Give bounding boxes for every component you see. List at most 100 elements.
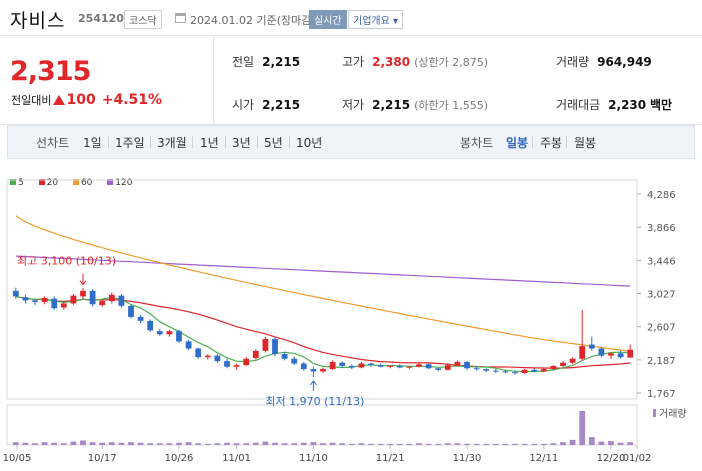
tab-weekly[interactable]: 주봉 [540,136,563,150]
volume-bar [483,443,490,445]
volume-bar [425,443,432,445]
volume-bar [416,443,422,445]
volume-bar [454,443,461,445]
tab-10y[interactable]: 10년 [296,136,323,150]
candle-body [185,341,192,349]
candle-body [502,371,509,373]
candle-body [521,369,528,374]
candle-body [435,368,442,370]
tab-1y[interactable]: 1년 [200,136,219,150]
volume-bar [492,443,499,445]
candle-body [41,297,48,302]
y-tick-label: 2,607 [647,323,676,334]
candle-body [377,365,384,367]
tab-monthly[interactable]: 월봉 [574,136,597,150]
x-tick-label: 11/01 [222,453,251,464]
candle-body [224,361,230,367]
line-chart-label: 선차트 [36,136,70,150]
candle-body [233,365,240,367]
chart-period-bar: 선차트 1일 1주일 3개월 1년 3년 5년 10년 봉차트 일봉 주봉 월봉 [7,125,695,159]
stock-header: 자비스 254120 코스닥 2024.01.02 기준(장마감) 실시간 기업… [0,0,702,36]
y-tick-label: 3,027 [647,289,676,300]
tab-3y[interactable]: 3년 [232,136,251,150]
volume-bar [473,443,480,445]
candle-body [291,358,298,364]
candle-body [444,365,451,370]
high-price: 고가 2,380 (상한가 2,875) [342,55,488,69]
tab-1d[interactable]: 1일 [83,136,102,150]
candle-body [627,349,634,358]
x-tick-label: 01/02 [623,453,652,464]
volume-bar [22,442,29,445]
stock-code: 254120 [78,12,124,25]
candle-body [310,369,317,372]
tab-1w[interactable]: 1주일 [115,136,145,150]
candle-body [617,353,624,358]
volume-bar [32,443,38,445]
low-arrow-head [310,380,317,386]
volume-bar [329,442,336,445]
ma60-line [15,215,631,352]
volume-bar [118,442,125,445]
ma-legend-120: 120 [107,178,138,188]
tab-5y[interactable]: 5년 [264,136,283,150]
candle-body [252,350,259,359]
volume-bar [588,437,595,445]
volume-bar [579,411,586,445]
candle-body [243,358,250,366]
candle-body [262,339,269,351]
volume-bar [396,443,403,445]
candle-body [569,358,576,363]
volume-bar [310,442,317,445]
company-overview-dropdown[interactable]: 기업개요 ▾ [348,10,403,29]
x-tick-label: 11/10 [299,453,328,464]
candle-body [483,369,490,371]
volume-bar [70,441,77,445]
candle-body [147,320,154,331]
volume-bar [156,443,163,445]
volume-bar [560,442,566,445]
tab-3m[interactable]: 3개월 [157,136,187,150]
up-triangle-icon [53,95,66,105]
candle-body [329,361,336,370]
candle-body [540,369,547,372]
candle-body [406,366,413,368]
ma-legend-20: 20 [38,178,64,188]
volume-bar [617,442,624,445]
volume-bar [80,440,86,445]
candle-body [473,368,480,370]
volume-bar [51,442,58,445]
volume-bar [550,443,557,445]
realtime-button[interactable]: 실시간 [309,10,347,29]
candle-body [396,365,403,368]
candle-body [300,363,307,370]
prev-close: 전일 2,215 [232,55,301,69]
candle-body [137,316,144,321]
ma20-line [15,295,631,369]
candle-body [272,339,278,355]
candle-body [99,301,106,306]
y-tick-label: 3,446 [647,256,676,267]
candle-body [339,362,346,366]
volume-bar [444,443,451,445]
price-change: 전일대비 100 +4.51% [11,92,163,108]
volume-bar [195,443,202,445]
volume-bar [368,443,374,445]
candle-body [80,290,86,297]
volume-bar [147,443,154,445]
candle-body [531,369,538,372]
volume-bar [252,442,259,445]
candle-body [368,363,374,366]
volume-bar [502,443,509,445]
candle-body [425,364,432,369]
candle-body [51,298,58,309]
market-badge: 코스닥 [124,10,162,29]
candle-chart-label: 봉차트 [460,136,494,150]
candle-body [70,295,77,304]
candle-body [214,355,221,362]
tab-daily[interactable]: 일봉 [506,136,529,150]
divider [213,37,214,125]
candle-body [358,363,365,368]
volume-bar [108,442,115,445]
quote-date: 2024.01.02 기준(장마감) [190,14,316,27]
